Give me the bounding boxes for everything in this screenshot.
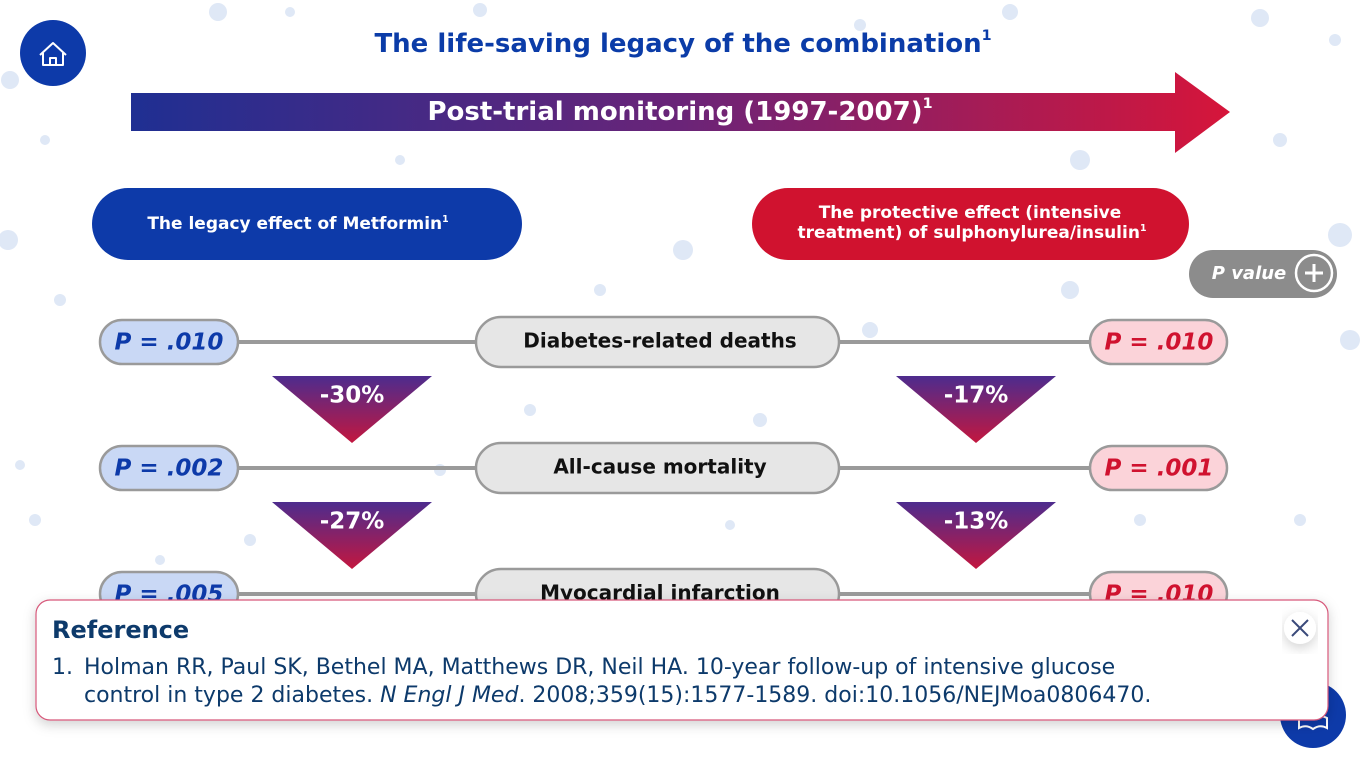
title-text: The life-saving legacy of the combinatio… (374, 29, 981, 59)
banner-arrow (131, 72, 1230, 153)
right-p-value: P = .010 (1105, 330, 1214, 356)
title: The life-saving legacy of the combinatio… (374, 28, 991, 58)
right-p-pill (1088, 318, 1229, 366)
left-group-ref: 1 (442, 214, 449, 225)
right-reduction-label: -13% (944, 509, 1009, 535)
right-group-pill (752, 188, 1189, 260)
right-p-pill (1088, 444, 1229, 492)
plus-circle (1294, 253, 1334, 293)
reference-line-1: Holman RR, Paul SK, Bethel MA, Matthews … (84, 655, 1115, 680)
left-reduction-label: -30% (320, 383, 385, 409)
left-group-text: The legacy effect of Metformin1 (147, 214, 448, 234)
left-reduction-triangle (272, 502, 432, 569)
rows: P = .010 Diabetes-related deaths P = .010 P… (98, 315, 1229, 621)
left-reduction-triangle (272, 376, 432, 443)
left-p-pill (98, 318, 240, 366)
left-p-value: P = .002 (115, 456, 224, 482)
close-icon (1291, 619, 1309, 637)
p-value-button[interactable]: P value (1189, 250, 1337, 298)
right-reduction-triangle (896, 376, 1056, 443)
row-label-pill (474, 315, 841, 369)
left-p-pill (98, 444, 240, 492)
reference-journal: N Engl J Med (380, 683, 519, 708)
close-button[interactable] (1284, 612, 1316, 644)
row-label: All-cause mortality (553, 455, 766, 479)
right-group-line-1: The protective effect (intensive (819, 203, 1122, 223)
p-value-button-label: P value (1212, 263, 1287, 284)
reference-panel (35, 599, 1329, 721)
plus-icon (1305, 264, 1323, 282)
left-reduction-label: -27% (320, 509, 385, 535)
banner-label: Post-trial monitoring (1997-2007) (427, 97, 922, 127)
home-button-bg (20, 20, 86, 86)
right-group-line-2-text: treatment) of sulphonylurea/insulin (798, 223, 1140, 243)
home-icon (39, 42, 67, 66)
reference-line-2-start: control in type 2 diabetes. (84, 683, 373, 708)
banner-ref: 1 (923, 96, 933, 112)
reference-number: 1. (52, 655, 73, 680)
right-p-value: P = .001 (1105, 456, 1214, 482)
right-reduction-label: -17% (944, 383, 1009, 409)
banner-text: Post-trial monitoring (1997-2007)1 (427, 96, 932, 126)
right-group-line-2: treatment) of sulphonylurea/insulin1 (798, 223, 1147, 243)
right-group-ref: 1 (1140, 223, 1147, 234)
right-reduction-triangle (896, 502, 1056, 569)
reference-heading: Reference (52, 616, 189, 644)
reference-line-2-end: . 2008;359(15):1577-1589. doi:10.1056/NE… (518, 683, 1151, 708)
left-group-pill (92, 188, 522, 260)
row-label: Diabetes-related deaths (523, 329, 796, 353)
reference-line-2: control in type 2 diabetes. N Engl J Med… (84, 683, 1151, 708)
row-label-pill (474, 441, 841, 495)
home-button[interactable] (20, 20, 86, 86)
left-p-value: P = .010 (115, 330, 224, 356)
title-ref: 1 (982, 28, 992, 44)
left-group-label: The legacy effect of Metformin (147, 214, 442, 234)
reference-popup: Reference 1. Holman RR, Paul SK, Bethel … (35, 599, 1329, 721)
